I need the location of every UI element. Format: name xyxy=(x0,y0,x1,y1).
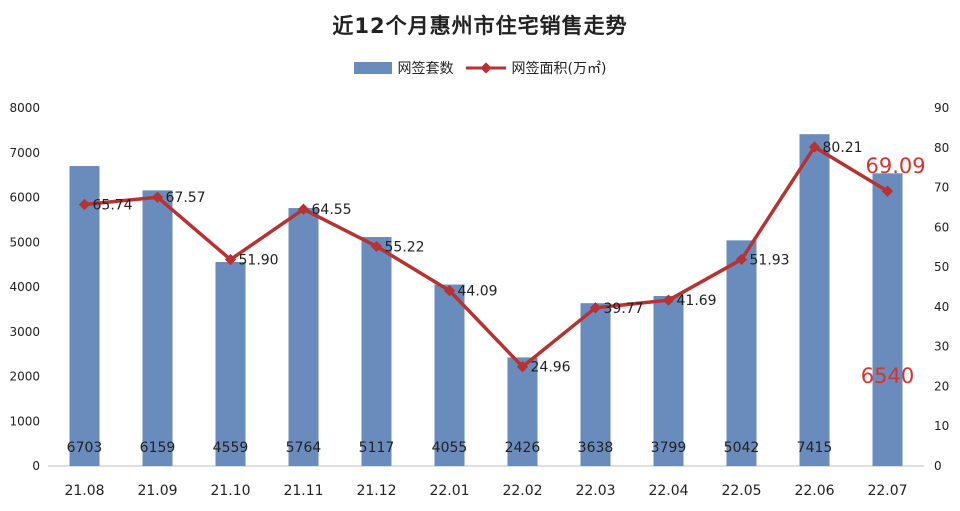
line-value-label: 51.93 xyxy=(750,252,790,268)
line-value-label: 55.22 xyxy=(385,239,425,255)
y-right-tick-label: 60 xyxy=(934,220,949,234)
bar-value-label: 4055 xyxy=(432,440,468,456)
y-right-tick-label: 40 xyxy=(934,300,949,314)
line-point xyxy=(808,141,821,153)
x-tick-label: 22.06 xyxy=(794,483,834,499)
line-point xyxy=(881,185,894,197)
y-right-tick-label: 10 xyxy=(934,419,949,433)
y-right-tick-label: 50 xyxy=(934,260,949,274)
bar xyxy=(434,284,465,466)
bar xyxy=(872,173,903,466)
bar xyxy=(215,261,246,466)
line-value-label: 44.09 xyxy=(458,284,498,300)
y-left-tick-label: 6000 xyxy=(9,191,40,205)
y-left-tick-label: 4000 xyxy=(9,280,40,294)
line-point xyxy=(443,284,456,297)
legend-line-swatch xyxy=(465,62,506,74)
x-tick-label: 21.10 xyxy=(210,483,250,499)
line-point xyxy=(662,294,675,306)
x-tick-label: 21.09 xyxy=(137,483,177,499)
x-tick-label: 22.05 xyxy=(721,483,761,499)
x-tick-label: 22.01 xyxy=(429,483,469,499)
bar-value-label: 6159 xyxy=(140,440,176,456)
axis-layer: 0 1000 2000 3000 4000 5000 6000 7000 8000 0 10 20 30… xyxy=(9,101,949,499)
line-value-label: 41.69 xyxy=(677,293,717,309)
line-value-label: 67.57 xyxy=(166,190,206,206)
x-tick-label: 22.02 xyxy=(502,483,542,499)
bar-value-label: 7415 xyxy=(797,440,833,456)
bar-value-label-highlight: 6540 xyxy=(861,364,914,388)
y-left-tick-label: 2000 xyxy=(9,370,40,384)
y-left-tick-label: 7000 xyxy=(9,146,40,160)
bar-value-label: 5117 xyxy=(359,440,395,456)
bar xyxy=(507,357,538,466)
y-left-tick-label: 8000 xyxy=(9,101,40,115)
bar xyxy=(580,303,611,466)
y-right-tick-label: 20 xyxy=(934,379,949,393)
y-right-tick-label: 0 xyxy=(934,459,942,473)
bar xyxy=(288,208,319,466)
bar xyxy=(361,237,392,466)
y-left-tick-label: 1000 xyxy=(9,414,40,428)
line-value-label-highlight: 69.09 xyxy=(866,154,926,178)
bar xyxy=(69,166,100,466)
bar-value-label: 3799 xyxy=(651,440,687,456)
y-right-tick-label: 80 xyxy=(934,141,949,155)
bar xyxy=(142,190,173,466)
legend-item-bars: 网签套数 xyxy=(353,58,454,78)
legend-item-line: 网签面积(万㎡) xyxy=(465,58,607,78)
bar-value-label: 2426 xyxy=(505,440,541,456)
y-right-tick-label: 30 xyxy=(934,340,949,354)
y-left-tick-label: 3000 xyxy=(9,325,40,339)
chart-title: 近12个月惠州市住宅销售走势 xyxy=(332,14,628,38)
line-value-label: 65.74 xyxy=(93,198,133,214)
x-tick-label: 22.04 xyxy=(648,483,688,499)
bar-layer xyxy=(69,134,903,466)
bar-value-label: 6703 xyxy=(67,440,103,456)
x-tick-label: 21.08 xyxy=(64,483,104,499)
x-tick-label: 22.03 xyxy=(575,483,615,499)
line-series-path xyxy=(84,145,889,369)
line-point xyxy=(151,191,164,203)
line-value-label: 39.77 xyxy=(604,301,644,317)
line-point xyxy=(589,302,602,314)
y-left-tick-label: 5000 xyxy=(9,235,40,249)
bar-value-label: 5764 xyxy=(286,440,322,456)
bar-value-label: 4559 xyxy=(213,440,249,456)
line-point xyxy=(297,203,310,215)
legend-bar-label: 网签套数 xyxy=(397,61,454,77)
x-tick-label: 22.07 xyxy=(867,483,907,499)
line-point xyxy=(370,240,383,253)
bar-label-layer: 6703 6159 4559 5764 5117 4055 2426 3638 3799 5042… xyxy=(67,364,915,456)
bar xyxy=(653,295,684,466)
line-point xyxy=(516,361,529,373)
line-label-layer: 65.74 67.57 51.90 64.55 55.22 44.09 24.96 39.77… xyxy=(93,140,926,376)
x-tick-label: 21.11 xyxy=(283,483,323,499)
y-right-tick-label: 70 xyxy=(934,181,949,195)
legend: 网签套数 网签面积(万㎡) xyxy=(0,58,960,78)
y-left-tick-label: 0 xyxy=(32,459,40,473)
bar xyxy=(799,134,830,466)
x-tick-label: 21.12 xyxy=(356,483,396,499)
bar-value-label: 3638 xyxy=(578,440,614,456)
legend-line-label: 网签面积(万㎡) xyxy=(511,61,607,77)
line-value-label: 80.21 xyxy=(823,140,863,156)
line-value-label: 64.55 xyxy=(312,202,352,218)
line-layer xyxy=(78,141,894,373)
bar-value-label: 5042 xyxy=(724,440,760,456)
bar xyxy=(726,240,757,466)
y-right-tick-label: 90 xyxy=(934,101,949,115)
legend-bar-swatch xyxy=(353,62,392,74)
line-value-label: 51.90 xyxy=(239,253,279,269)
line-value-label: 24.96 xyxy=(531,360,571,376)
